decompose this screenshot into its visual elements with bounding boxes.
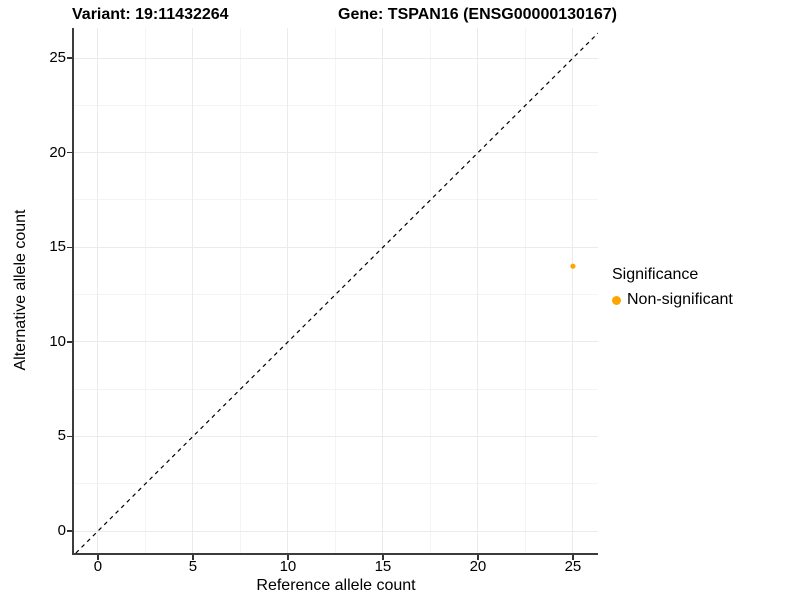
legend-item: Non-significant — [612, 291, 733, 309]
legend-item-label: Non-significant — [627, 291, 733, 308]
gridline-x-minor — [239, 28, 241, 553]
gridline-y-major — [74, 57, 598, 59]
plot-panel — [74, 28, 598, 553]
y-tick-label: 0 — [57, 522, 66, 540]
identity-line — [75, 32, 598, 553]
y-tick-label: 15 — [49, 238, 66, 256]
gridline-y-minor — [74, 294, 598, 296]
y-tick-mark — [67, 341, 72, 343]
x-tick-label: 5 — [188, 558, 198, 575]
gridline-y-major — [74, 246, 598, 248]
y-tick-label: 10 — [49, 332, 66, 350]
gridline-y-major — [74, 530, 598, 532]
x-tick-mark — [287, 555, 289, 560]
plot-title-variant: Variant: 19:11432264 — [72, 6, 229, 23]
y-tick-label: 5 — [57, 427, 66, 445]
x-tick-label: 25 — [564, 558, 582, 575]
gridline-x-minor — [429, 28, 431, 553]
gridline-x-major — [97, 28, 99, 553]
gridline-y-major — [74, 341, 598, 343]
gridline-y-major — [74, 435, 598, 437]
y-axis-line — [72, 28, 74, 555]
x-tick-label: 20 — [469, 558, 487, 575]
gridline-x-major — [477, 28, 479, 553]
y-tick-mark — [67, 246, 72, 249]
gridline-x-major — [192, 28, 194, 553]
gridline-x-minor — [144, 28, 146, 553]
gridline-x-major — [572, 28, 574, 553]
y-tick-mark — [67, 435, 72, 438]
x-axis-line — [72, 553, 598, 555]
gridline-y-major — [74, 152, 598, 154]
y-tick-mark — [67, 530, 72, 532]
x-tick-mark — [477, 555, 479, 560]
y-tick-mark — [67, 151, 72, 154]
x-tick-label: 10 — [279, 558, 297, 575]
x-tick-mark — [97, 555, 99, 560]
x-tick-label: 15 — [374, 558, 392, 575]
gridline-y-minor — [74, 483, 598, 485]
legend-swatch-icon — [612, 295, 621, 305]
x-tick-mark — [572, 555, 574, 560]
y-tick-label: 25 — [49, 49, 66, 67]
gridline-x-major — [382, 28, 384, 553]
x-axis-title: Reference allele count — [256, 577, 416, 594]
gridline-x-minor — [524, 28, 526, 553]
data-point — [570, 263, 576, 269]
gridline-x-major — [287, 28, 289, 553]
legend-items: Non-significant — [612, 291, 733, 309]
gridline-y-minor — [74, 199, 598, 201]
y-tick-label: 20 — [49, 143, 66, 161]
x-tick-mark — [382, 555, 384, 560]
plot-layer — [75, 32, 598, 553]
x-tick-mark — [192, 555, 194, 560]
legend-title: Significance — [612, 266, 699, 283]
x-tick-label: 0 — [93, 558, 103, 575]
legend: Significance Non-significant — [612, 266, 733, 309]
gridline-x-minor — [334, 28, 336, 553]
gridline-y-minor — [74, 104, 598, 106]
y-tick-mark — [67, 57, 72, 59]
gridline-y-minor — [74, 388, 598, 390]
plot-title-gene: Gene: TSPAN16 (ENSG00000130167) — [338, 6, 617, 23]
